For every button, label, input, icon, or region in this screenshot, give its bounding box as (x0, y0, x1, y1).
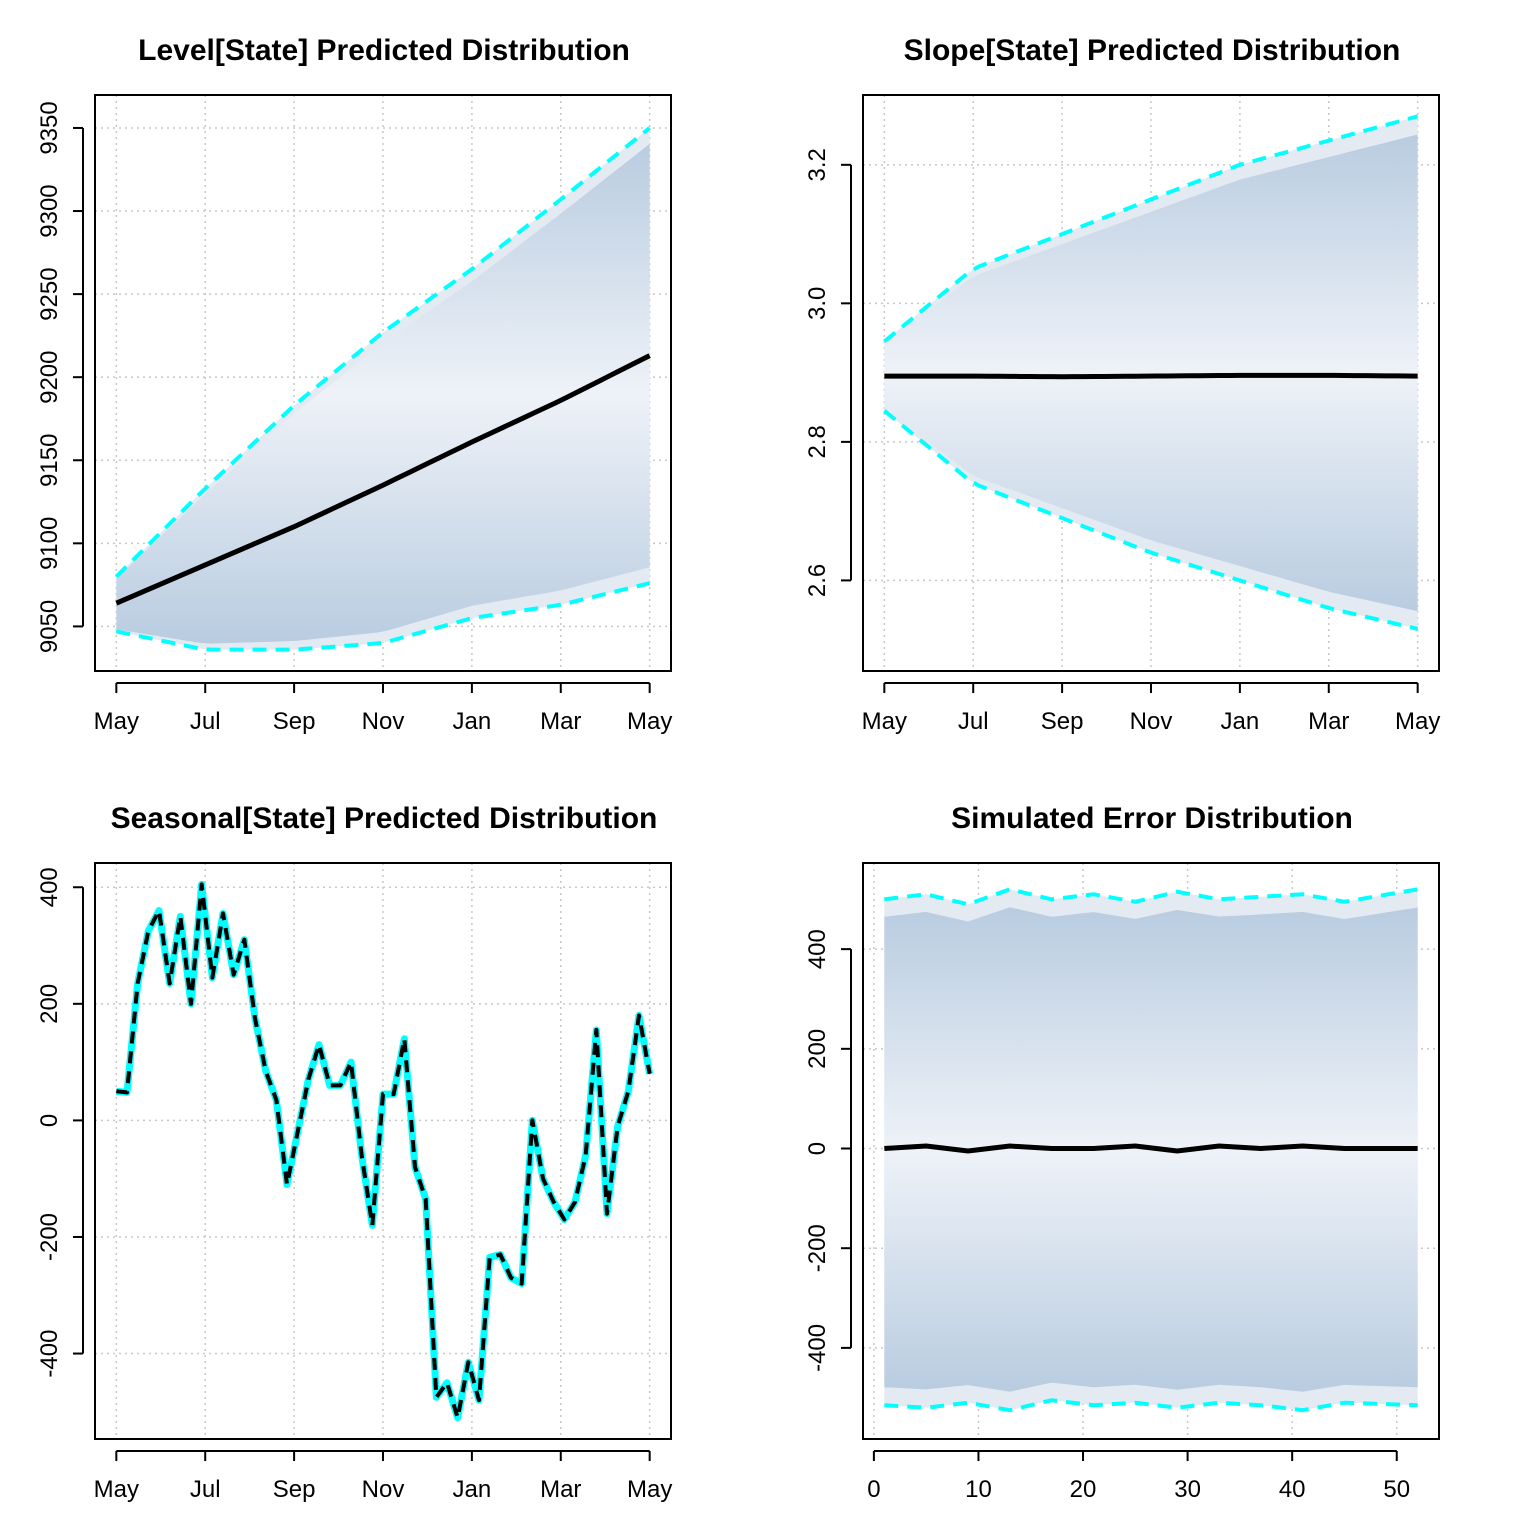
y-axis: 2.6 2.8 3.0 3.2 (804, 148, 852, 597)
x-tick-label: Jul (190, 708, 221, 735)
x-tick-label: 50 (1383, 1476, 1410, 1503)
panel-level: Level[State] Predicted Distribution May J… (36, 34, 672, 735)
x-tick-label: Nov (362, 1476, 405, 1503)
x-tick-label: Jan (453, 708, 492, 735)
y-tick-label: -200 (36, 1213, 63, 1261)
panel-slope: Slope[State] Predicted Distribution May J… (804, 34, 1440, 735)
plot-frame (862, 94, 1440, 672)
upper-bound-line (883, 114, 1419, 343)
series-layer (883, 114, 1419, 631)
x-tick-label: Jan (453, 1476, 492, 1503)
y-tick-label: 0 (36, 1114, 63, 1127)
y-tick-label: 9150 (36, 434, 63, 487)
y-axis: 9050 9100 9150 9200 9250 9300 9350 (36, 101, 84, 653)
series-layer (884, 887, 1419, 1413)
x-tick-label: May (862, 708, 907, 735)
lower-bound-line (115, 581, 651, 652)
y-axis: -400 -200 0 200 400 (36, 867, 84, 1378)
y-tick-label: 3.2 (804, 148, 831, 181)
y-tick-label: 9300 (36, 184, 63, 237)
y-tick-label: 9050 (36, 600, 63, 653)
y-tick-label: 9100 (36, 517, 63, 570)
plot-frame (94, 94, 672, 672)
y-tick-label: 9350 (36, 101, 63, 154)
x-tick-label: Nov (1130, 708, 1173, 735)
x-tick-label: 20 (1070, 1476, 1097, 1503)
grid-lines (95, 863, 671, 1439)
chart-title: Level[State] Predicted Distribution (138, 34, 630, 67)
y-tick-label: 200 (36, 984, 63, 1024)
x-tick-label: Nov (362, 708, 405, 735)
y-tick-label: 9200 (36, 350, 63, 403)
band-inner (884, 134, 1418, 612)
x-tick-label: May (94, 1476, 139, 1503)
band-inner (116, 143, 650, 644)
series-layer (115, 880, 654, 1422)
x-tick-label: Sep (273, 1476, 316, 1503)
x-tick-label: May (94, 708, 139, 735)
y-tick-label: 3.0 (804, 287, 831, 320)
y-tick-label: 2.6 (804, 564, 831, 597)
panel-seasonal: Seasonal[State] Predicted Distribution M… (36, 802, 672, 1503)
x-tick-label: Mar (1308, 708, 1349, 735)
chart-title: Slope[State] Predicted Distribution (904, 34, 1401, 67)
plot-frame (94, 862, 672, 1440)
plot-frame (862, 862, 1440, 1440)
panel-error: Simulated Error Distribution 0 10 20 30 40 50… (804, 802, 1440, 1503)
y-tick-label: -400 (36, 1330, 63, 1378)
x-tick-label: Mar (540, 708, 581, 735)
x-tick-label: Sep (273, 708, 316, 735)
y-tick-label: -200 (804, 1224, 831, 1272)
x-tick-label: May (627, 1476, 672, 1503)
x-axis: 0 10 20 30 40 50 (867, 1450, 1410, 1503)
x-tick-label: Jul (190, 1476, 221, 1503)
x-axis: May Jul Sep Nov Jan Mar May (94, 1450, 672, 1503)
y-tick-label: 9250 (36, 267, 63, 320)
x-tick-label: Sep (1041, 708, 1084, 735)
y-axis: -400 -200 0 200 400 (804, 929, 852, 1372)
x-tick-label: May (1395, 708, 1440, 735)
lower-bound-line (884, 1398, 1418, 1413)
band-layer (116, 127, 650, 650)
x-tick-label: May (627, 708, 672, 735)
median-line (884, 372, 1418, 380)
x-tick-label: 30 (1174, 1476, 1201, 1503)
lower-bound-line (883, 409, 1419, 631)
y-tick-label: 2.8 (804, 425, 831, 458)
y-tick-label: -400 (804, 1324, 831, 1372)
chart-title: Simulated Error Distribution (951, 802, 1353, 835)
x-tick-label: 40 (1279, 1476, 1306, 1503)
x-tick-label: Jan (1221, 708, 1260, 735)
seasonal-median-line (116, 882, 652, 1420)
x-tick-label: Mar (540, 1476, 581, 1503)
x-tick-label: 10 (965, 1476, 992, 1503)
median-line (115, 353, 651, 606)
series-layer (114, 126, 651, 652)
band-layer (884, 116, 1418, 629)
median-line (884, 1143, 1418, 1154)
y-tick-label: 200 (804, 1029, 831, 1069)
y-tick-label: 0 (804, 1142, 831, 1155)
x-tick-label: 0 (867, 1476, 880, 1503)
y-tick-label: 400 (804, 929, 831, 969)
chart-title: Seasonal[State] Predicted Distribution (111, 802, 658, 835)
x-tick-label: Jul (958, 708, 989, 735)
x-axis: May Jul Sep Nov Jan Mar May (94, 682, 672, 735)
upper-bound-line (114, 126, 651, 578)
x-axis: May Jul Sep Nov Jan Mar May (862, 682, 1440, 735)
y-tick-label: 400 (36, 867, 63, 907)
